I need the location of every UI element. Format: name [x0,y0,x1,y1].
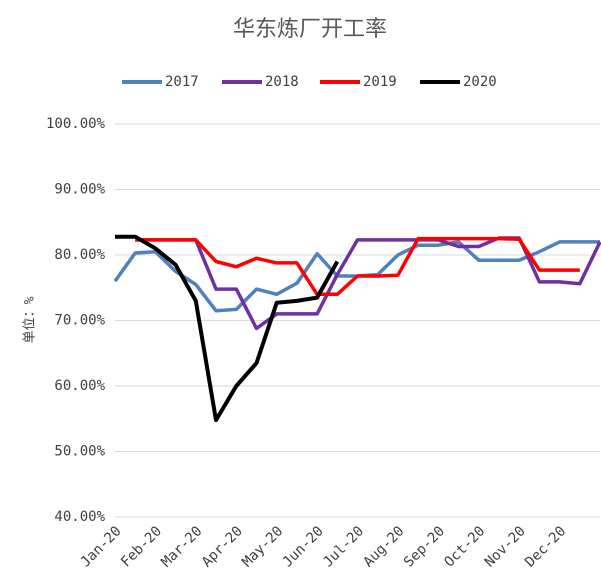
x-tick-label: Feb-20 [118,523,165,570]
x-tick-label: May-20 [239,523,286,570]
x-tick-label: Oct-20 [441,523,488,570]
series-line [115,234,340,423]
y-tick-label: 40.00% [54,509,105,525]
y-tick-label: 90.00% [54,182,105,198]
x-tick-label: Aug-20 [360,523,407,570]
legend-label: 2020 [463,74,497,90]
y-axis-label: 单位：% [23,296,38,343]
legend-label: 2017 [165,74,199,90]
y-tick-label: 100.00% [46,116,106,132]
x-tick-label: Mar-20 [158,523,205,570]
x-tick-label: Sep-20 [401,523,448,570]
x-tick-label: Nov-20 [482,523,529,570]
x-tick-label: Jun-20 [280,523,327,570]
y-tick-label: 50.00% [54,444,105,460]
y-tick-label: 70.00% [54,313,105,329]
chart-title: 华东炼厂开工率 [233,17,387,42]
legend-label: 2018 [265,74,299,90]
series-line [135,236,580,297]
x-tick-label: Jan-20 [78,523,125,570]
x-tick-label: Dec-20 [522,523,569,570]
y-tick-label: 80.00% [54,247,105,263]
legend-label: 2019 [363,74,397,90]
x-tick-label: Jul-20 [320,523,367,570]
x-tick-label: Apr-20 [199,523,246,570]
y-tick-label: 60.00% [54,378,105,394]
